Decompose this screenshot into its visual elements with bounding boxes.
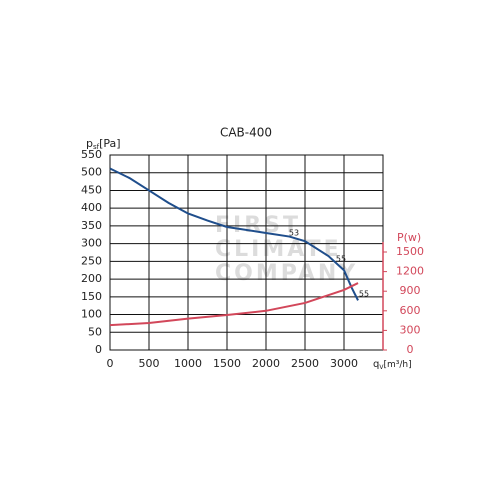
- y-tick-label: 550: [81, 148, 102, 161]
- y-tick-label: 500: [81, 166, 102, 179]
- x-label-sub: V: [379, 364, 384, 371]
- y-tick-label: 300: [81, 237, 102, 250]
- x-tick-label: 2500: [291, 357, 319, 370]
- y-tick-label: 200: [81, 272, 102, 285]
- watermark: CLIMATE: [215, 237, 342, 262]
- y2-tick-label: 1200: [396, 265, 424, 278]
- y2-tick-label: 900: [400, 284, 421, 297]
- y-tick-label: 350: [81, 219, 102, 232]
- y2-tick-label: 1500: [396, 245, 424, 258]
- y2-tick-label: 300: [400, 323, 421, 336]
- y-tick-label: 150: [81, 290, 102, 303]
- watermark: COMPANY: [215, 261, 358, 286]
- x-tick-label: 1500: [213, 357, 241, 370]
- y2-tick-label: 0: [407, 343, 414, 356]
- y-label: psf[Pa]: [86, 137, 121, 151]
- series-line: [109, 282, 359, 327]
- y-label-part: [Pa]: [99, 137, 120, 150]
- y-label-part: p: [86, 137, 93, 150]
- y-tick-label: 450: [81, 183, 102, 196]
- y-tick-label: 50: [88, 325, 102, 338]
- x-tick-label: 2000: [252, 357, 280, 370]
- x-tick-label: 500: [139, 357, 160, 370]
- y2-label: P(w): [397, 231, 421, 244]
- annotation: 55: [336, 255, 346, 264]
- y-tick-label: 400: [81, 201, 102, 214]
- y-tick-label: 0: [95, 343, 102, 356]
- y-tick-label: 100: [81, 308, 102, 321]
- x-tick-label: 1000: [174, 357, 202, 370]
- annotation: 53: [289, 229, 299, 238]
- y-tick-label: 250: [81, 254, 102, 267]
- series-line: [109, 167, 359, 301]
- x-label: qV[m³/h]: [373, 359, 412, 371]
- x-tick-label: 0: [107, 357, 114, 370]
- x-label-part: [m³/h]: [383, 360, 411, 370]
- annotation: 55: [359, 290, 369, 299]
- chart-title: CAB-400: [220, 126, 272, 140]
- y-label-sub: sf: [93, 143, 100, 151]
- x-label-part: q: [373, 359, 379, 370]
- y2-tick-label: 600: [400, 304, 421, 317]
- x-tick-label: 3000: [330, 357, 358, 370]
